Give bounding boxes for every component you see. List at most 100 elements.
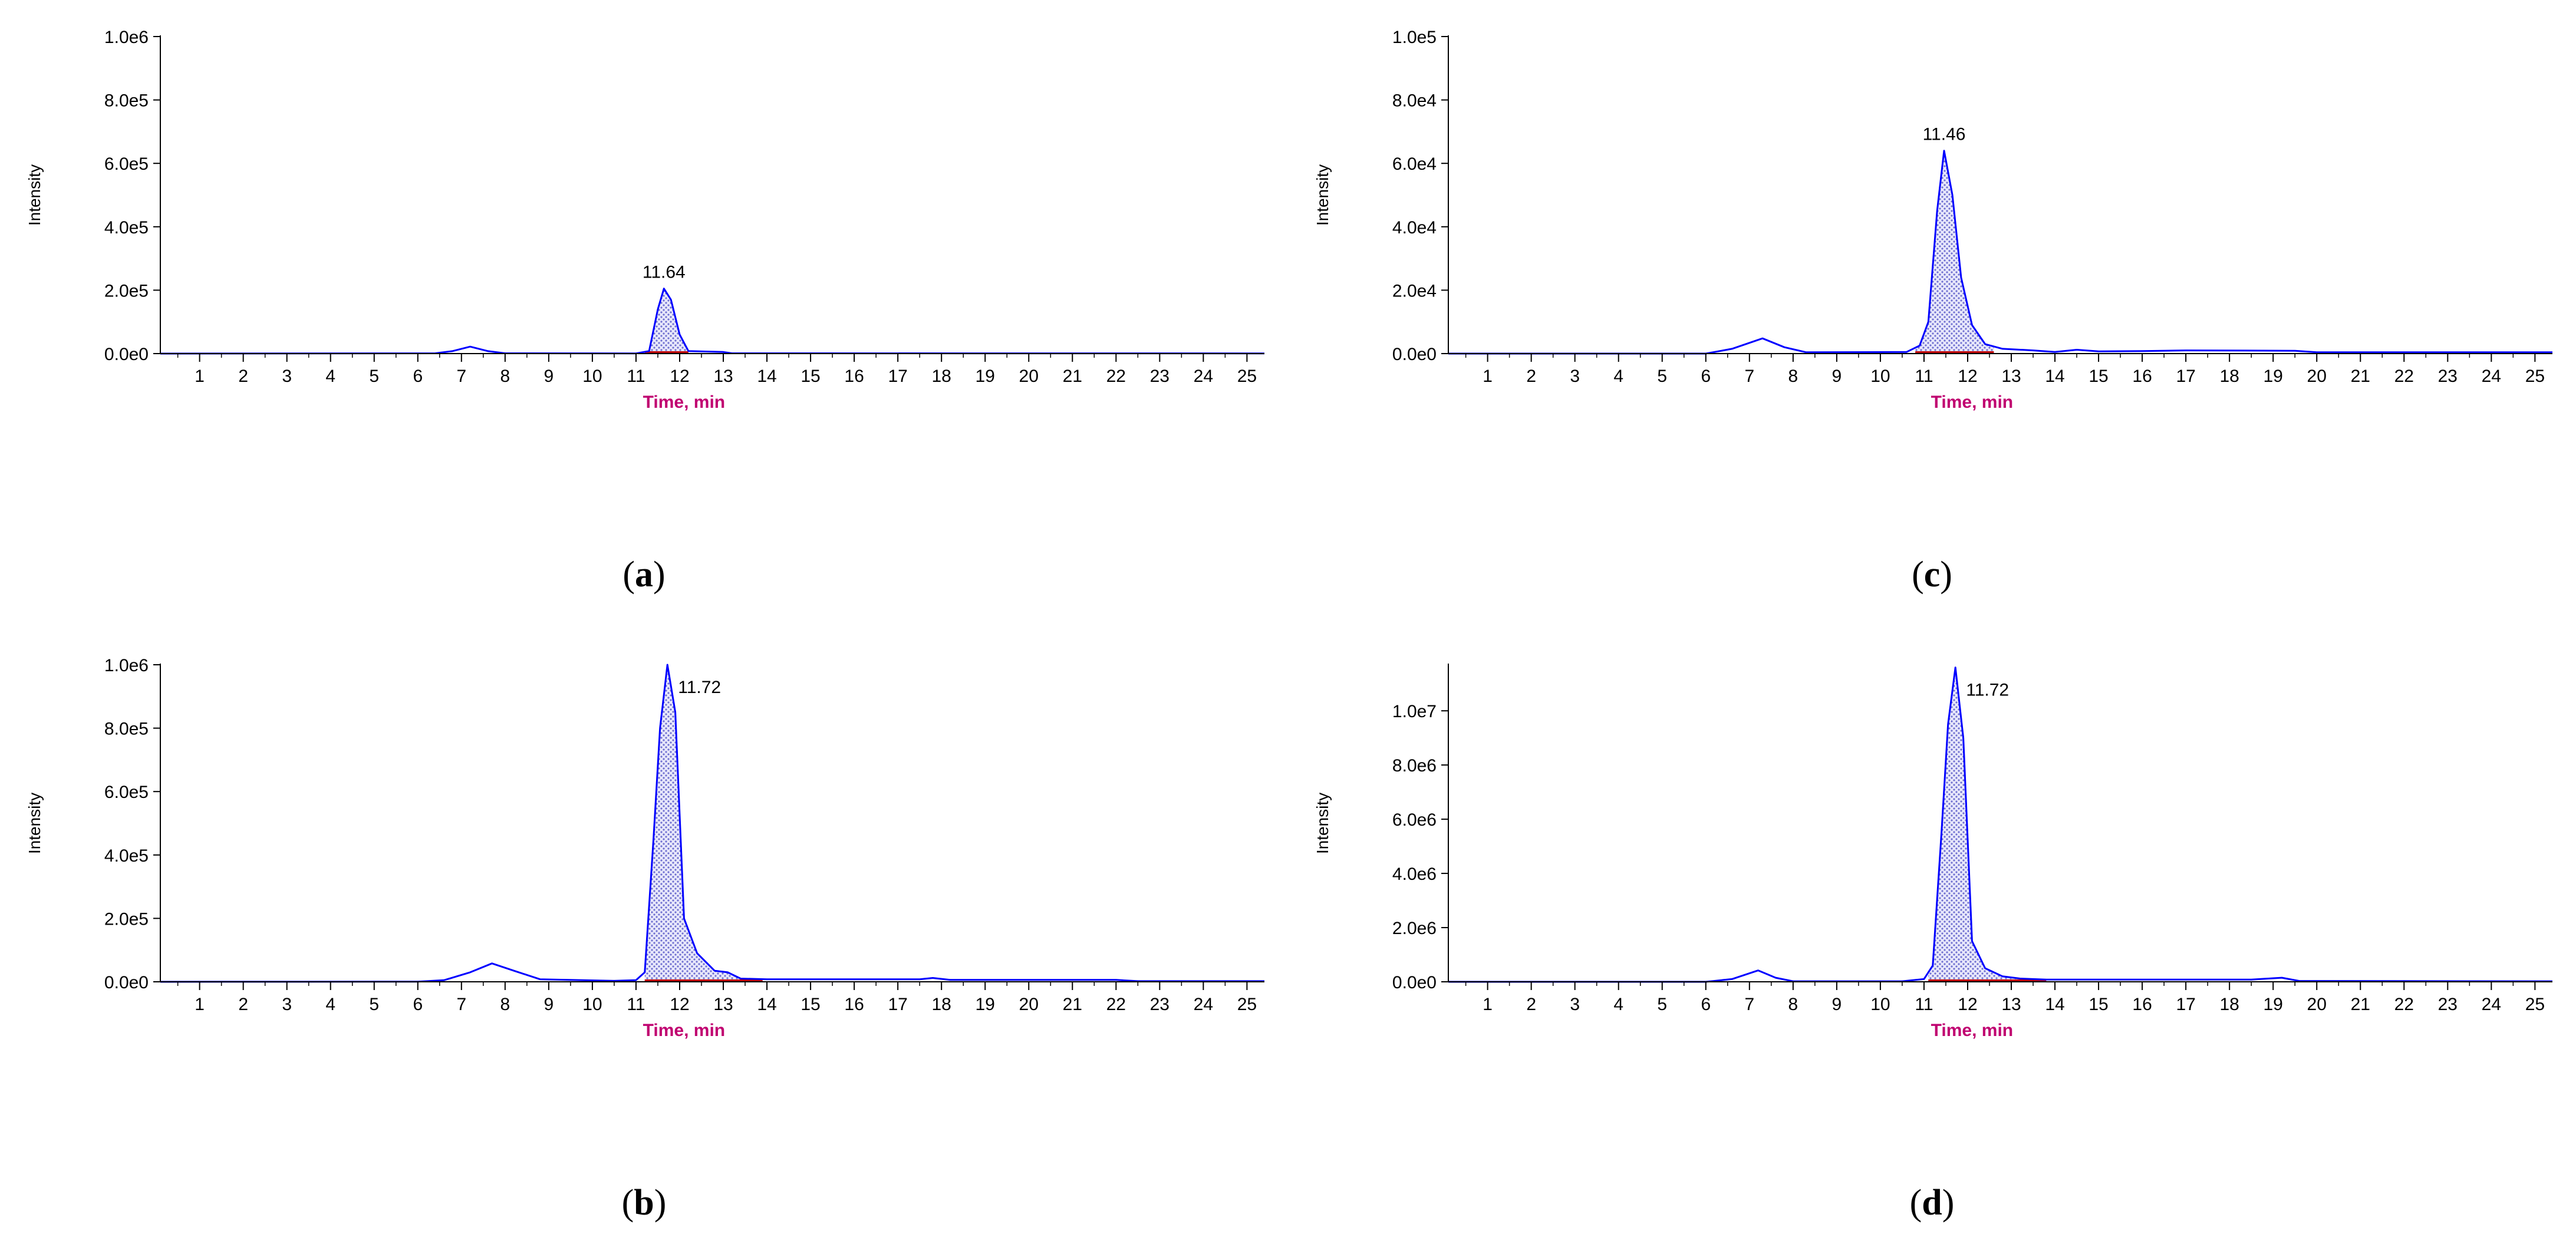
x-tick-label: 16 [844, 995, 864, 1014]
x-tick-label: 10 [1870, 367, 1890, 386]
y-tick-label: 8.0e5 [104, 91, 149, 111]
label-paren-open: ( [1909, 1183, 1922, 1223]
x-tick-label: 9 [1832, 995, 1842, 1014]
y-axis-label: Intensity [1313, 164, 1332, 226]
x-tick-label: 9 [544, 995, 554, 1014]
x-tick-label: 21 [1063, 995, 1082, 1014]
x-tick-label: 6 [413, 367, 423, 386]
x-tick-label: 21 [2351, 995, 2370, 1014]
x-tick-label: 1 [195, 367, 205, 386]
x-tick-label: 15 [2089, 367, 2108, 386]
intensity-trace [1448, 150, 2552, 355]
x-tick-label: 17 [888, 995, 907, 1014]
peak-area [644, 665, 763, 982]
y-tick-label: 6.0e5 [104, 783, 149, 802]
y-tick-label: 2.0e5 [104, 281, 149, 301]
x-tick-label: 6 [413, 995, 423, 1014]
x-tick-label: 10 [1870, 995, 1890, 1014]
panel-b: 1 2 3 4 5 6 7 8 9 10 11 12 13 14 15 16 17 18 19 20 21 22 23 24 2… [0, 628, 1288, 1256]
x-axis-label: Time, min [1931, 1021, 2013, 1040]
x-tick-label: 12 [1958, 995, 1977, 1014]
x-tick-label: 9 [1832, 367, 1842, 386]
x-tick-label: 23 [1150, 995, 1170, 1014]
y-tick-label: 2.0e4 [1392, 281, 1437, 301]
x-tick-label: 23 [1150, 367, 1170, 386]
x-tick-label: 18 [931, 367, 951, 386]
x-axis-label: Time, min [1931, 392, 2013, 412]
x-tick-label: 24 [1194, 367, 1213, 386]
peak-label: 11.72 [1966, 681, 2009, 700]
x-tick-label: 11 [1915, 367, 1933, 386]
y-tick-label: 4.0e4 [1392, 218, 1437, 237]
x-tick-label: 20 [2307, 995, 2327, 1014]
y-tick-label: 6.0e5 [104, 154, 149, 174]
x-tick-label: 1 [1483, 995, 1493, 1014]
y-tick-label: 4.0e6 [1392, 865, 1437, 884]
x-tick-label: 4 [1613, 367, 1623, 386]
x-tick-label: 8 [500, 995, 510, 1014]
x-tick-label: 12 [670, 995, 689, 1014]
x-tick-label: 21 [2351, 367, 2370, 386]
y-tick-label: 8.0e5 [104, 720, 149, 739]
x-tick-label: 22 [2394, 995, 2414, 1014]
intensity-trace [160, 664, 1264, 983]
x-tick-label: 3 [282, 995, 292, 1014]
x-tick-label: 16 [844, 367, 864, 386]
x-tick-label: 4 [1613, 995, 1623, 1014]
x-tick-label: 4 [325, 995, 335, 1014]
x-tick-label: 11 [1915, 995, 1933, 1014]
y-axis-label: Intensity [1313, 793, 1332, 854]
x-axis-label: Time, min [643, 1021, 725, 1040]
x-tick-label: 3 [282, 367, 292, 386]
x-tick-label: 18 [931, 995, 951, 1014]
x-tick-label: 11 [627, 995, 645, 1014]
label-letter: c [1923, 555, 1941, 595]
y-tick-label: 2.0e6 [1392, 919, 1437, 938]
x-axis-label: Time, min [643, 392, 725, 412]
x-tick-label: 3 [1570, 995, 1580, 1014]
panel-a: 1 2 3 4 5 6 7 8 9 10 11 12 13 14 15 16 17 18 19 20 21 22 23 24 2… [0, 0, 1288, 628]
x-tick-label: 22 [2394, 367, 2414, 386]
x-tick-label: 16 [2132, 995, 2152, 1014]
peak-label: 11.64 [643, 263, 686, 282]
x-tick-label: 7 [1744, 995, 1754, 1014]
x-tick-label: 14 [2045, 995, 2064, 1014]
panel-d: 1 2 3 4 5 6 7 8 9 10 11 12 13 14 15 16 17 18 19 20 21 22 23 24 2… [1288, 628, 2576, 1256]
x-tick-label: 25 [1237, 367, 1257, 386]
x-tick-label: 10 [582, 995, 602, 1014]
x-tick-label: 24 [2482, 995, 2501, 1014]
x-tick-label: 10 [582, 367, 602, 386]
label-paren-close: ) [654, 1183, 667, 1223]
chromatogram-c: 1 2 3 4 5 6 7 8 9 10 11 12 13 14 15 16 17 18 19 20 21 22 23 24 2… [1313, 28, 2552, 412]
x-tick-label: 19 [2264, 995, 2283, 1014]
x-tick-label: 5 [1657, 367, 1667, 386]
y-tick-label: 1.0e5 [1392, 28, 1437, 47]
x-tick-label: 3 [1570, 367, 1580, 386]
y-axis-label: Intensity [25, 793, 44, 854]
panel-label-a: (a) [0, 554, 1288, 596]
intensity-trace [1448, 667, 2553, 983]
x-tick-label: 9 [544, 367, 554, 386]
y-tick-label: 1.0e6 [104, 28, 149, 47]
x-tick-label: 11 [627, 367, 645, 386]
y-tick-label: 8.0e4 [1392, 91, 1437, 111]
x-tick-label: 20 [2307, 367, 2327, 386]
x-tick-label: 24 [1194, 995, 1213, 1014]
y-tick-label: 6.0e6 [1392, 810, 1437, 830]
x-tick-label: 15 [801, 367, 820, 386]
y-tick-label: 0.0e0 [1392, 345, 1437, 364]
x-tick-label: 7 [456, 367, 466, 386]
peak-area [644, 288, 689, 354]
label-paren-close: ) [1942, 1183, 1955, 1223]
chromatogram-b: 1 2 3 4 5 6 7 8 9 10 11 12 13 14 15 16 17 18 19 20 21 22 23 24 2… [25, 656, 1264, 1040]
x-tick-label: 18 [2219, 367, 2239, 386]
x-tick-label: 12 [670, 367, 689, 386]
x-tick-label: 21 [1063, 367, 1082, 386]
x-tick-label: 25 [2525, 367, 2545, 386]
x-tick-label: 23 [2438, 995, 2458, 1014]
x-tick-label: 13 [713, 995, 733, 1014]
x-tick-label: 2 [238, 995, 248, 1014]
x-tick-label: 7 [1744, 367, 1754, 386]
x-tick-label: 14 [757, 367, 776, 386]
